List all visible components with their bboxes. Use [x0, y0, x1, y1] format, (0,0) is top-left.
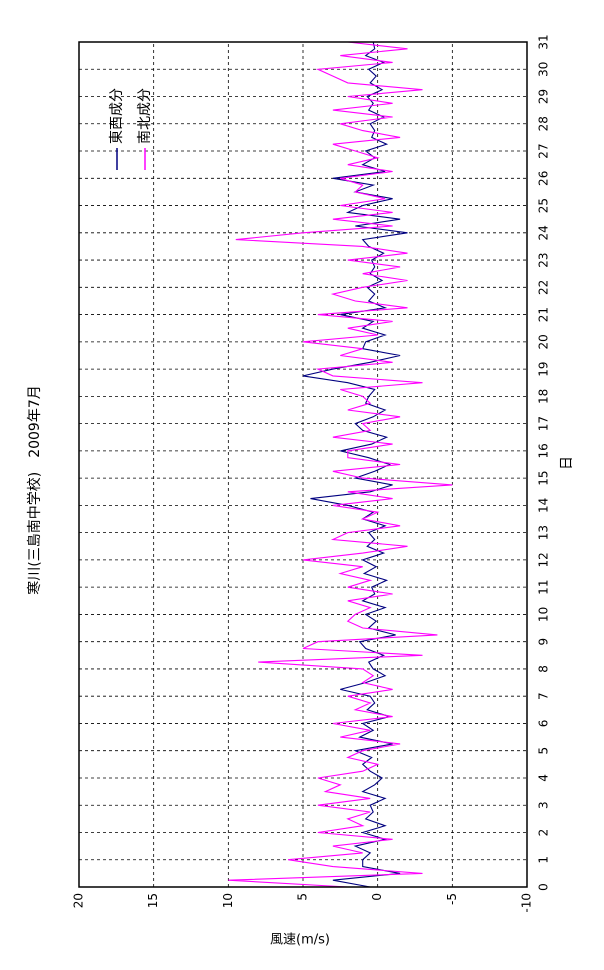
x-tick-label: 3: [537, 801, 551, 809]
y-axis-label: 風速(m/s): [270, 933, 330, 948]
x-tick-label: 4: [537, 774, 551, 782]
chart-body: 寒川(三島南中学校) 2009年7月 日 風速(m/s) 01234567891…: [26, 34, 575, 947]
x-tick-label: 1: [537, 856, 551, 864]
chart-title: 寒川(三島南中学校) 2009年7月: [26, 385, 43, 594]
x-tick-label: 0: [537, 883, 551, 891]
y-tick-label: 15: [146, 893, 160, 908]
y-tick-label: -5: [445, 893, 459, 905]
x-tick-label: 8: [537, 665, 551, 673]
x-tick-label: 17: [537, 416, 551, 431]
x-tick-label: 15: [537, 470, 551, 485]
x-tick-label: 24: [537, 225, 551, 240]
plot-frame: [78, 41, 528, 888]
x-tick-label: 18: [537, 389, 551, 404]
y-tick-label: 20: [72, 893, 86, 908]
x-tick-label: 13: [537, 525, 551, 540]
x-tick-label: 31: [537, 34, 551, 49]
x-tick-label: 30: [537, 62, 551, 77]
x-tick-label: 11: [537, 580, 551, 595]
x-tick-label: 7: [537, 692, 551, 700]
x-tick-label: 28: [537, 116, 551, 131]
y-tick-label: 5: [296, 893, 310, 901]
x-tick-label: 16: [537, 443, 551, 458]
x-tick-label: 20: [537, 334, 551, 349]
x-tick-label: 2: [537, 829, 551, 837]
x-tick-label: 29: [537, 89, 551, 104]
x-tick-label: 6: [537, 720, 551, 728]
series-line: [302, 41, 408, 888]
series-line: [228, 41, 453, 888]
x-tick-label: 19: [537, 361, 551, 376]
legend-label: 東西成分: [109, 88, 125, 144]
x-tick-label: 10: [537, 607, 551, 622]
x-tick-label: 22: [537, 280, 551, 295]
y-tick-label: 10: [221, 893, 235, 908]
x-axis-label: 日: [559, 456, 575, 470]
x-tick-label: 23: [537, 252, 551, 267]
x-tick-label: 14: [537, 498, 551, 513]
x-tick-label: 9: [537, 638, 551, 646]
x-tick-label: 5: [537, 747, 551, 755]
y-tick-label: -10: [520, 893, 534, 913]
y-tick-label: 0: [370, 893, 384, 901]
x-tick-label: 25: [537, 198, 551, 213]
x-tick-label: 26: [537, 171, 551, 186]
x-tick-label: 27: [537, 143, 551, 158]
legend-label: 南北成分: [137, 88, 153, 144]
x-tick-label: 12: [537, 552, 551, 567]
x-tick-label: 21: [537, 307, 551, 322]
